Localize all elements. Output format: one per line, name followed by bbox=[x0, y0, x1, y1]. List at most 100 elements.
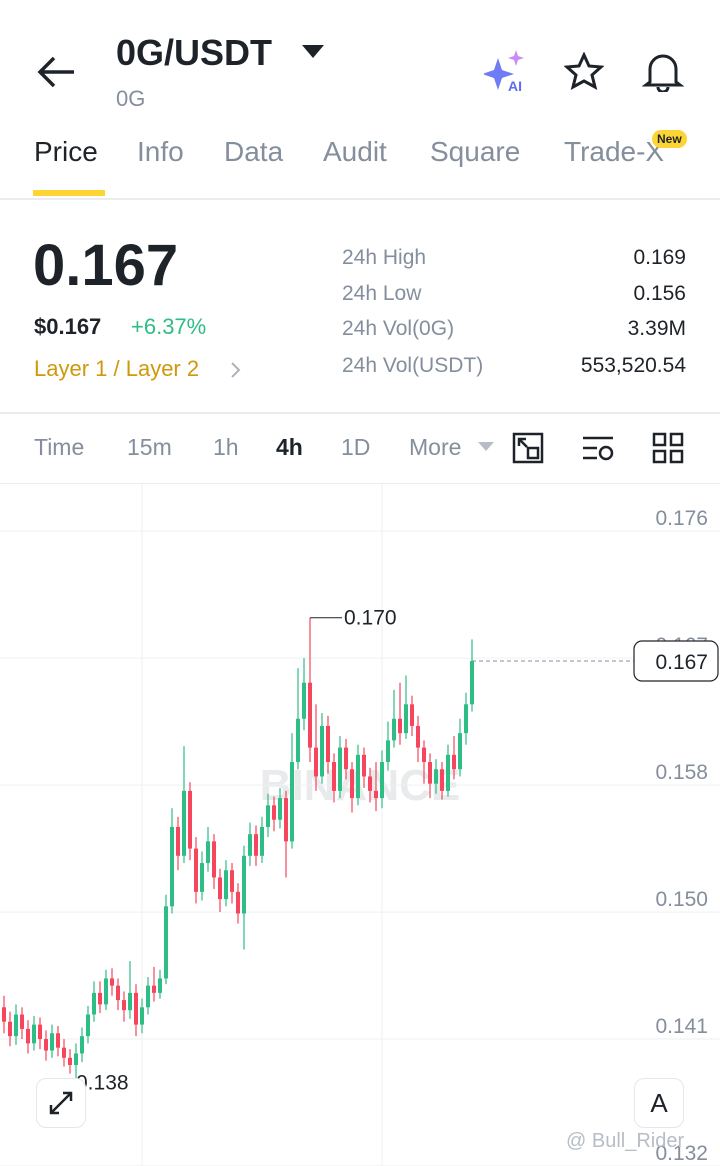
candle-body bbox=[356, 754, 360, 799]
stat-label: 24h High bbox=[342, 246, 427, 269]
divider bbox=[0, 198, 720, 200]
credit-watermark: @ Bull_Rider bbox=[566, 1130, 685, 1152]
candle-body bbox=[278, 798, 282, 820]
candle-body bbox=[452, 754, 456, 770]
y-tick-label: 0.176 bbox=[655, 507, 708, 530]
candle-body bbox=[212, 841, 216, 878]
toolbar-icon[interactable] bbox=[650, 430, 686, 466]
candle-body bbox=[416, 725, 420, 748]
min-marker-label: 0.138 bbox=[76, 1071, 129, 1094]
candle-body bbox=[104, 978, 108, 1005]
expand-button[interactable] bbox=[36, 1078, 86, 1128]
candle-body bbox=[464, 704, 468, 734]
timeframe[interactable]: 4h bbox=[276, 434, 303, 460]
candle-body bbox=[422, 747, 426, 763]
tab-underline bbox=[33, 190, 105, 196]
candle-body bbox=[224, 870, 228, 900]
candle-body bbox=[92, 992, 96, 1015]
candle-body bbox=[164, 906, 168, 979]
candle-body bbox=[218, 877, 222, 900]
candle-body bbox=[404, 704, 408, 734]
candle-body bbox=[428, 762, 432, 784]
favorite-icon[interactable] bbox=[564, 52, 604, 92]
candle-body bbox=[248, 834, 252, 856]
candle-body bbox=[56, 1033, 60, 1048]
candle-body bbox=[230, 870, 234, 892]
stat-value: 0.169 bbox=[633, 246, 686, 269]
stat-label: 24h Low bbox=[342, 282, 422, 305]
candle-body bbox=[74, 1053, 78, 1066]
candle-body bbox=[206, 841, 210, 864]
candle-body bbox=[380, 762, 384, 799]
candle-body bbox=[374, 790, 378, 799]
candle-body bbox=[284, 798, 288, 842]
candle-body bbox=[434, 769, 438, 784]
candle-body bbox=[272, 805, 276, 820]
current-price-box bbox=[633, 640, 719, 682]
tab[interactable]: Info bbox=[137, 136, 184, 167]
ai-label: AI bbox=[508, 78, 522, 94]
candle-body bbox=[2, 1007, 6, 1022]
timeframe[interactable]: 1h bbox=[213, 434, 239, 460]
toolbar-icon[interactable] bbox=[510, 430, 546, 466]
y-tick-label: 0.141 bbox=[655, 1015, 708, 1038]
candle-body bbox=[200, 863, 204, 892]
candlestick-chart: BINANCE 0.1760.1670.1580.1500.1410.1320.… bbox=[0, 484, 720, 1166]
new-badge: New bbox=[652, 130, 687, 148]
candle-body bbox=[392, 718, 396, 741]
candle-body bbox=[266, 805, 270, 827]
more-arrow bbox=[478, 442, 494, 451]
candle-body bbox=[176, 826, 180, 856]
stat-value: 3.39M bbox=[627, 317, 686, 340]
alert-icon[interactable] bbox=[642, 50, 684, 92]
candle-body bbox=[80, 1036, 84, 1054]
stat-value: 0.156 bbox=[633, 282, 686, 305]
candle-body bbox=[86, 1014, 90, 1037]
candle-body bbox=[134, 992, 138, 1025]
candle-body bbox=[338, 747, 342, 791]
candle-body bbox=[14, 1014, 18, 1037]
candle-body bbox=[140, 1007, 144, 1025]
tab[interactable]: Price bbox=[34, 136, 98, 167]
tab[interactable]: Data bbox=[224, 136, 284, 167]
tab[interactable]: Square bbox=[430, 136, 521, 167]
ai-icon[interactable] bbox=[484, 50, 528, 94]
timeframe[interactable]: 15m bbox=[127, 434, 172, 460]
timeframe[interactable]: More bbox=[409, 434, 462, 460]
category-tag[interactable]: Layer 1 / Layer 2 bbox=[34, 356, 200, 381]
candle-body bbox=[350, 769, 354, 799]
candle-body bbox=[260, 826, 264, 856]
toolbar-icon[interactable] bbox=[580, 430, 616, 466]
timeframe[interactable]: 1D bbox=[341, 434, 371, 460]
candle-body bbox=[440, 769, 444, 791]
candle-body bbox=[194, 848, 198, 892]
candle-body bbox=[290, 762, 294, 842]
candle-body bbox=[110, 978, 114, 986]
candle-body bbox=[62, 1047, 66, 1058]
candle-body bbox=[236, 891, 240, 914]
candle-body bbox=[170, 826, 174, 907]
candle-body bbox=[98, 992, 102, 1005]
dropdown-icon[interactable] bbox=[302, 45, 324, 59]
candle-body bbox=[410, 704, 414, 726]
last-price: 0.167 bbox=[33, 233, 179, 298]
tab[interactable]: Audit bbox=[323, 136, 387, 167]
candle-body bbox=[128, 992, 132, 1011]
candle-body bbox=[470, 661, 474, 705]
candle-body bbox=[188, 790, 192, 849]
timeframe[interactable]: Time bbox=[34, 434, 85, 460]
divider bbox=[0, 412, 720, 414]
font-button[interactable]: A bbox=[634, 1078, 684, 1128]
candle-body bbox=[254, 834, 258, 856]
pair-title[interactable]: 0G/USDT bbox=[116, 32, 273, 73]
candle-body bbox=[446, 754, 450, 791]
candle-body bbox=[308, 682, 312, 748]
candle-body bbox=[20, 1014, 24, 1029]
stat-label: 24h Vol(0G) bbox=[342, 317, 455, 340]
candle-body bbox=[26, 1028, 30, 1044]
tab[interactable]: Trade-X bbox=[564, 136, 665, 167]
candle-body bbox=[182, 790, 186, 856]
candle-body bbox=[38, 1024, 42, 1040]
back-icon[interactable] bbox=[36, 54, 76, 90]
price-change: +6.37% bbox=[131, 314, 207, 339]
